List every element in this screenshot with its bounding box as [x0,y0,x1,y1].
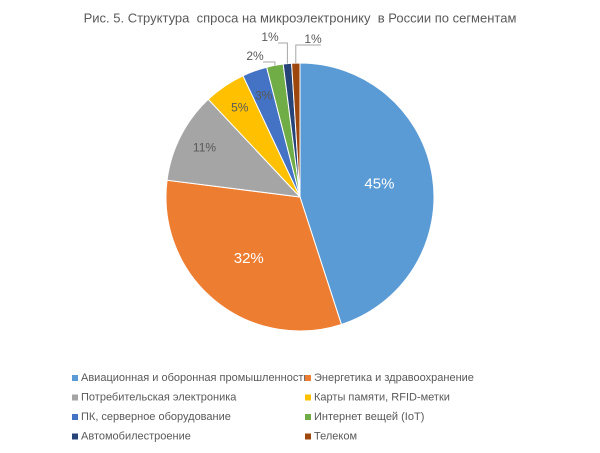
legend-label: ПК, серверное оборудование [81,411,231,423]
legend-swatch [72,394,78,401]
data-label: 5% [231,101,249,115]
data-label: 32% [234,250,264,267]
legend-swatch [305,375,311,381]
legend-label: Авиационная и оборонная промышленность [81,372,309,384]
data-label: 45% [364,175,394,192]
chart-title: Рис. 5. Структура спроса на микроэлектро… [84,10,517,25]
legend-swatch [72,433,78,440]
data-label: 11% [193,141,216,155]
pie-slice [165,179,343,332]
pie: 45% 32% 11% 5% 3% 2% 1% 1% [165,30,435,332]
leader-line [263,61,276,66]
legend-label: Автомобилестроение [81,430,191,442]
leader-line [278,42,288,64]
data-label: 1% [261,30,279,44]
legend-label: Телеком [314,430,357,442]
pie-slice [299,62,435,326]
legend: Авиационная и оборонная промышленность Эн… [72,372,474,442]
legend-swatch [72,375,78,381]
legend-label: Потребительская электроника [81,391,237,403]
legend-swatch [305,394,311,401]
legend-label: Интернет вещей (IoT) [314,411,424,423]
pie-slice [166,98,302,198]
legend-label: Энергетика и здравоохранение [314,372,474,384]
legend-swatch [305,433,311,440]
data-label: 2% [246,49,264,63]
data-label: 3% [255,88,273,102]
leader-line [295,44,321,64]
legend-swatch [305,414,311,420]
legend-swatch [72,414,78,420]
legend-label: Карты памяти, RFID-метки [314,391,450,403]
data-label: 1% [304,32,322,46]
